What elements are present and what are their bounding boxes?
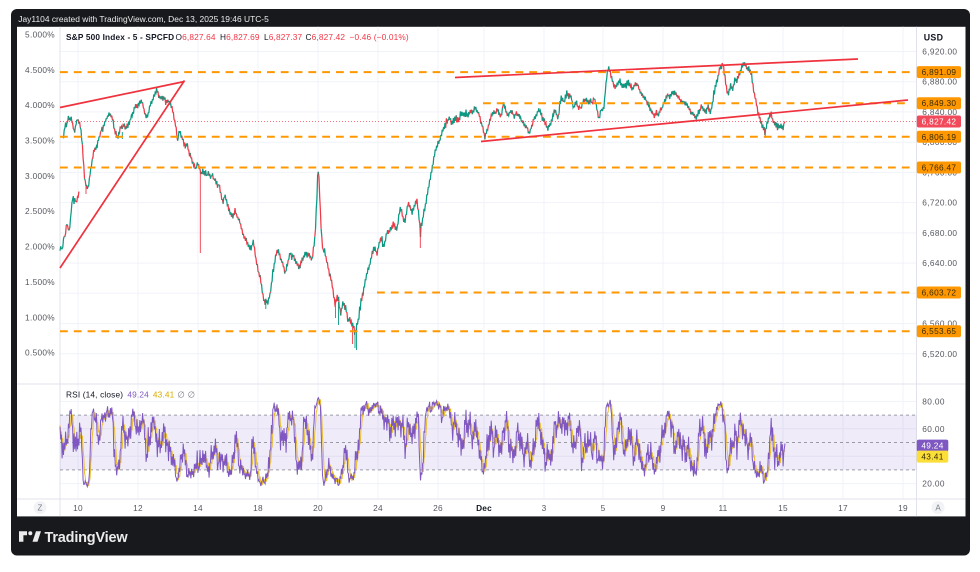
svg-text:18: 18	[253, 503, 263, 513]
svg-text:C6,827.42: C6,827.42	[306, 32, 346, 42]
svg-text:6,880.00: 6,880.00	[922, 77, 957, 87]
svg-text:6,720.00: 6,720.00	[922, 198, 957, 208]
svg-text:6,603.72: 6,603.72	[922, 288, 957, 298]
svg-text:6,520.00: 6,520.00	[922, 349, 957, 359]
svg-text:6,553.65: 6,553.65	[922, 326, 957, 336]
svg-text:11: 11	[718, 503, 727, 513]
svg-text:24: 24	[373, 503, 383, 513]
svg-text:∅: ∅	[188, 390, 195, 400]
svg-text:USD: USD	[924, 33, 943, 43]
svg-text:20.00: 20.00	[922, 479, 945, 489]
svg-text:19: 19	[898, 503, 908, 513]
svg-text:5.000%: 5.000%	[25, 30, 55, 40]
svg-text:1.500%: 1.500%	[25, 277, 55, 287]
svg-text:S&P 500 Index - 5 - SPCFD: S&P 500 Index - 5 - SPCFD	[66, 32, 174, 42]
svg-text:2.500%: 2.500%	[25, 206, 55, 216]
svg-text:Dec: Dec	[476, 503, 492, 513]
svg-text:14: 14	[193, 503, 203, 513]
svg-text:1.000%: 1.000%	[25, 312, 55, 322]
svg-text:0.500%: 0.500%	[25, 348, 55, 358]
svg-text:O6,827.64: O6,827.64	[176, 32, 216, 42]
svg-text:6,640.00: 6,640.00	[922, 258, 957, 268]
svg-text:2.000%: 2.000%	[25, 242, 55, 252]
svg-text:6,560.00: 6,560.00	[922, 319, 957, 329]
svg-text:15: 15	[778, 503, 788, 513]
svg-text:L6,827.37: L6,827.37	[264, 32, 302, 42]
svg-text:6,827.42: 6,827.42	[922, 117, 957, 127]
svg-text:Jay1104 created with TradingVi: Jay1104 created with TradingView.com, De…	[18, 14, 269, 24]
svg-text:12: 12	[133, 503, 143, 513]
svg-text:H6,827.69: H6,827.69	[220, 32, 260, 42]
svg-text:6,920.00: 6,920.00	[922, 47, 957, 57]
svg-text:6,849.30: 6,849.30	[922, 98, 957, 108]
svg-text:3.500%: 3.500%	[25, 136, 55, 146]
svg-text:26: 26	[433, 503, 443, 513]
svg-text:6,806.19: 6,806.19	[922, 132, 957, 142]
svg-text:3: 3	[542, 503, 547, 513]
svg-text:49.24: 49.24	[127, 390, 149, 400]
svg-text:−0.46 (−0.01%): −0.46 (−0.01%)	[350, 32, 409, 42]
svg-text:4.500%: 4.500%	[25, 65, 55, 75]
svg-text:5: 5	[601, 503, 606, 513]
svg-text:43.41: 43.41	[153, 390, 175, 400]
svg-text:49.24: 49.24	[921, 441, 943, 451]
svg-text:17: 17	[838, 503, 848, 513]
svg-text:6,891.09: 6,891.09	[922, 67, 957, 77]
svg-text:20: 20	[313, 503, 323, 513]
svg-text:9: 9	[661, 503, 666, 513]
svg-text:A: A	[935, 503, 941, 512]
svg-text:Z: Z	[38, 503, 43, 512]
svg-text:6,766.47: 6,766.47	[922, 163, 957, 173]
svg-text:4.000%: 4.000%	[25, 100, 55, 110]
svg-text:6,840.00: 6,840.00	[922, 107, 957, 117]
svg-text:6,680.00: 6,680.00	[922, 228, 957, 238]
svg-text:10: 10	[73, 503, 83, 513]
svg-text:80.00: 80.00	[922, 396, 945, 406]
svg-text:60.00: 60.00	[922, 424, 945, 434]
svg-text:3.000%: 3.000%	[25, 171, 55, 181]
svg-text:43.41: 43.41	[921, 452, 943, 462]
svg-text:RSI (14, close): RSI (14, close)	[66, 390, 123, 400]
svg-text:TradingView: TradingView	[45, 530, 129, 546]
svg-text:∅: ∅	[177, 390, 184, 400]
